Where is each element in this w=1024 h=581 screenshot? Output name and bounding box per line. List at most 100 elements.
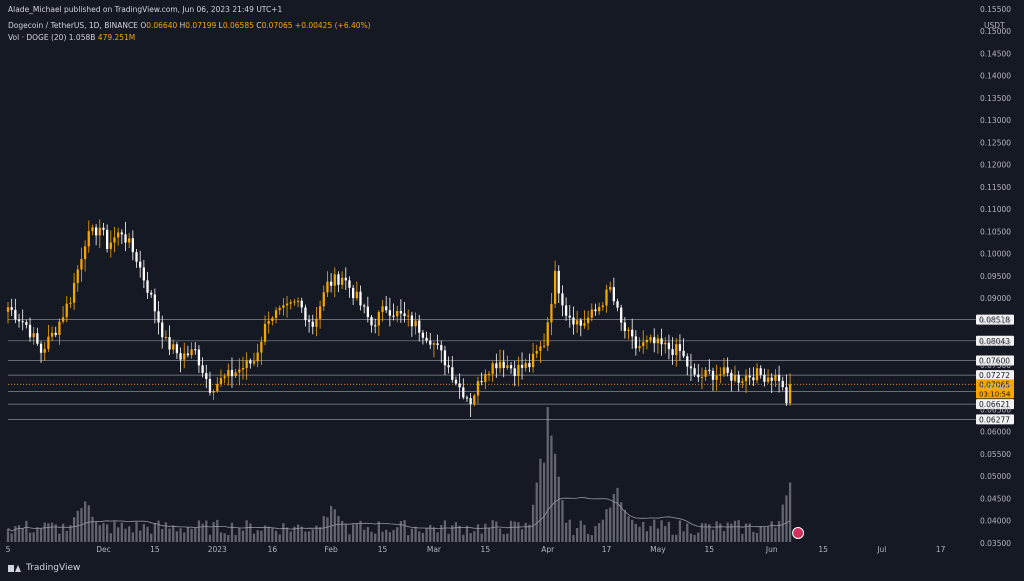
candle-body[interactable]: [370, 317, 373, 326]
alert-marker-icon[interactable]: [792, 527, 805, 539]
symbol-name[interactable]: Dogecoin / TetherUS, 1D, BINANCE: [8, 21, 138, 30]
candle-body[interactable]: [763, 374, 766, 382]
candle-body[interactable]: [719, 374, 722, 376]
candle-body[interactable]: [329, 281, 333, 286]
candle-body[interactable]: [535, 350, 538, 354]
candle-body[interactable]: [190, 349, 193, 356]
candle-body[interactable]: [403, 313, 406, 317]
candle-body[interactable]: [98, 227, 101, 236]
candle-body[interactable]: [689, 366, 693, 369]
candle-body[interactable]: [575, 320, 579, 325]
candle-body[interactable]: [572, 317, 575, 325]
candle-body[interactable]: [208, 378, 212, 393]
candle-body[interactable]: [296, 300, 300, 302]
candle-body[interactable]: [638, 346, 641, 349]
candle-body[interactable]: [260, 341, 263, 353]
candle-body[interactable]: [539, 346, 542, 351]
candle-body[interactable]: [642, 342, 645, 347]
candle-body[interactable]: [83, 246, 87, 260]
candle-body[interactable]: [465, 397, 469, 399]
candle-body[interactable]: [601, 305, 604, 308]
candle-body[interactable]: [550, 303, 553, 323]
candle-body[interactable]: [278, 307, 281, 311]
candle-body[interactable]: [770, 377, 773, 381]
candle-body[interactable]: [245, 360, 248, 369]
candle-body[interactable]: [634, 336, 638, 349]
candle-body[interactable]: [47, 336, 50, 349]
candle-body[interactable]: [249, 360, 252, 364]
candle-body[interactable]: [10, 307, 13, 310]
candle-body[interactable]: [741, 381, 744, 383]
candle-body[interactable]: [598, 307, 601, 312]
candle-body[interactable]: [282, 305, 285, 308]
candle-body[interactable]: [711, 370, 715, 380]
candle-body[interactable]: [495, 363, 498, 369]
candle-body[interactable]: [491, 363, 494, 374]
candle-body[interactable]: [161, 322, 164, 338]
candle-body[interactable]: [139, 261, 142, 268]
candle-body[interactable]: [631, 329, 634, 337]
candle-body[interactable]: [201, 365, 204, 374]
candle-body[interactable]: [363, 305, 366, 307]
candle-body[interactable]: [318, 306, 322, 319]
candle-body[interactable]: [36, 333, 39, 344]
candle-body[interactable]: [183, 353, 186, 360]
candle-body[interactable]: [322, 292, 325, 307]
candle-body[interactable]: [726, 367, 729, 373]
candle-body[interactable]: [730, 372, 733, 381]
candle-body[interactable]: [429, 340, 432, 345]
candle-body[interactable]: [645, 339, 649, 343]
candle-body[interactable]: [17, 319, 21, 322]
candle-body[interactable]: [781, 380, 784, 388]
candle-body[interactable]: [410, 315, 414, 327]
candle-body[interactable]: [708, 369, 711, 371]
candle-body[interactable]: [396, 311, 399, 317]
candle-body[interactable]: [473, 395, 476, 405]
candle-body[interactable]: [407, 315, 410, 317]
candle-body[interactable]: [561, 293, 564, 306]
candle-body[interactable]: [462, 387, 465, 398]
candle-body[interactable]: [693, 368, 696, 375]
candle-body[interactable]: [146, 280, 149, 293]
candle-body[interactable]: [150, 292, 153, 295]
candle-body[interactable]: [755, 368, 759, 381]
candle-body[interactable]: [238, 369, 241, 373]
candle-body[interactable]: [682, 350, 685, 357]
candle-body[interactable]: [223, 376, 226, 379]
candle-body[interactable]: [451, 367, 454, 380]
candle-body[interactable]: [76, 269, 79, 283]
candle-body[interactable]: [80, 259, 83, 270]
candle-body[interactable]: [252, 361, 256, 364]
candle-body[interactable]: [605, 289, 608, 306]
candle-body[interactable]: [263, 323, 267, 342]
candle-body[interactable]: [219, 378, 223, 384]
candle-body[interactable]: [168, 337, 171, 350]
candle-body[interactable]: [172, 344, 175, 350]
candle-body[interactable]: [759, 368, 762, 375]
candle-body[interactable]: [113, 237, 116, 243]
candle-body[interactable]: [102, 227, 105, 230]
candle-body[interactable]: [194, 349, 197, 351]
candle-body[interactable]: [377, 312, 380, 326]
candle-body[interactable]: [509, 365, 513, 369]
candle-body[interactable]: [381, 306, 384, 313]
candle-body[interactable]: [583, 323, 586, 326]
candle-body[interactable]: [337, 274, 340, 285]
candle-body[interactable]: [205, 373, 208, 379]
candle-body[interactable]: [21, 321, 24, 323]
candle-body[interactable]: [197, 349, 201, 366]
candle-body[interactable]: [737, 374, 740, 383]
candle-body[interactable]: [267, 320, 270, 324]
candle-body[interactable]: [164, 337, 168, 339]
candle-body[interactable]: [355, 291, 358, 299]
candle-body[interactable]: [348, 280, 351, 288]
candle-body[interactable]: [117, 232, 120, 238]
candle-body[interactable]: [216, 383, 219, 392]
candle-body[interactable]: [752, 377, 755, 381]
candle-body[interactable]: [14, 309, 17, 320]
candle-body[interactable]: [69, 302, 72, 304]
candle-body[interactable]: [186, 353, 190, 356]
candle-body[interactable]: [271, 317, 274, 321]
candle-body[interactable]: [304, 307, 307, 321]
